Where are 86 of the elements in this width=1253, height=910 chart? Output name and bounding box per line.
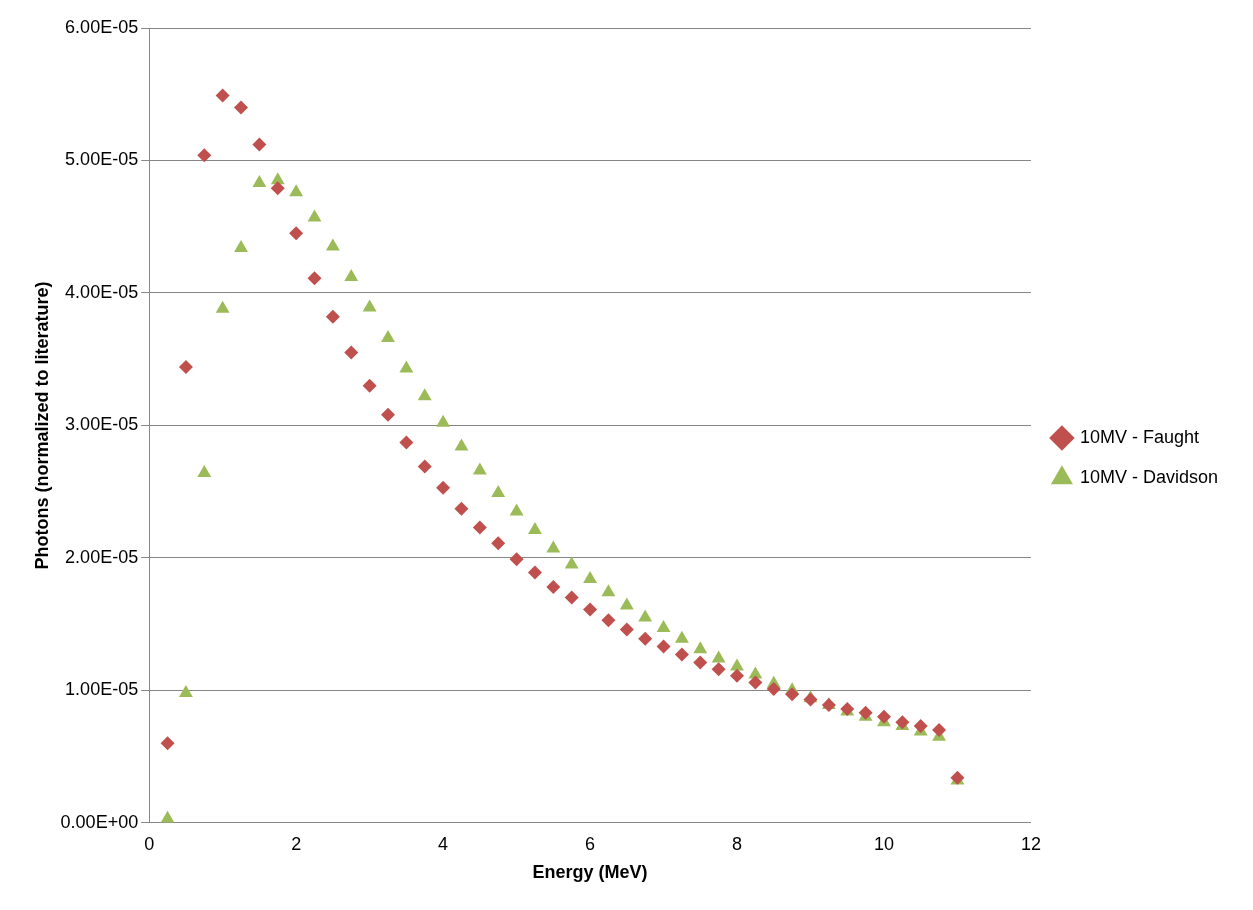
- point: [730, 668, 745, 683]
- point: [509, 503, 524, 516]
- point: [362, 378, 377, 393]
- point: [619, 597, 634, 610]
- point: [362, 299, 377, 312]
- y-tick-label: 5.00E-05: [65, 149, 139, 170]
- x-tick-label: 12: [1020, 833, 1041, 854]
- point: [766, 682, 781, 697]
- point: [693, 641, 708, 654]
- point: [472, 462, 487, 475]
- point: [399, 360, 414, 373]
- point: [472, 520, 487, 535]
- point: [197, 465, 212, 478]
- point: [711, 662, 726, 677]
- point: [932, 723, 947, 738]
- point: [546, 580, 561, 595]
- point: [289, 184, 304, 197]
- point: [491, 484, 506, 497]
- point: [344, 345, 359, 360]
- point: [674, 647, 689, 662]
- point: [693, 655, 708, 670]
- point: [436, 480, 451, 495]
- point: [674, 630, 689, 643]
- point: [583, 602, 598, 617]
- point: [638, 609, 653, 622]
- x-tick-label: 2: [291, 833, 302, 854]
- point: [234, 100, 249, 115]
- point: [564, 556, 579, 569]
- point: [270, 181, 285, 196]
- y-tick-label: 4.00E-05: [65, 281, 139, 302]
- legend-label: 10MV - Davidson: [1079, 466, 1218, 487]
- x-axis-title: Energy (MeV): [532, 862, 648, 883]
- y-tick-label: 6.00E-05: [65, 16, 139, 37]
- y-tick-label: 1.00E-05: [65, 679, 139, 700]
- x-tick-label: 4: [438, 833, 449, 854]
- point: [564, 590, 579, 605]
- point: [546, 540, 561, 553]
- point: [619, 622, 634, 637]
- point: [160, 736, 175, 751]
- y-tick-label: 3.00E-05: [65, 414, 139, 435]
- x-tick-label: 6: [585, 833, 596, 854]
- point: [601, 584, 616, 597]
- y-axis-title: Photons (normalized to literature): [31, 281, 52, 570]
- point: [785, 687, 800, 702]
- point: [234, 239, 248, 252]
- point: [178, 684, 193, 697]
- point: [178, 360, 193, 375]
- x-tick-label: 10: [873, 833, 894, 854]
- point: [215, 300, 230, 313]
- point: [344, 269, 359, 282]
- point: [417, 459, 432, 474]
- point: [325, 309, 340, 324]
- point: [509, 552, 524, 567]
- point: [436, 414, 451, 427]
- point: [876, 709, 891, 724]
- point: [913, 719, 928, 734]
- point: [748, 675, 763, 690]
- point: [656, 620, 671, 633]
- point: [289, 226, 304, 241]
- point: [417, 388, 432, 401]
- point: [197, 148, 212, 163]
- point: [454, 438, 469, 451]
- point: [711, 650, 726, 663]
- x-tick-label: 0: [144, 833, 155, 854]
- point: [601, 613, 616, 628]
- point: [307, 209, 322, 222]
- point: [381, 329, 395, 342]
- y-tick-label: 2.00E-05: [65, 546, 139, 567]
- point: [491, 536, 506, 551]
- point: [252, 174, 267, 187]
- point: [527, 565, 542, 580]
- point: [454, 501, 469, 516]
- point: [528, 522, 542, 535]
- y-tick-label: 0.00E+00: [60, 811, 139, 832]
- point: [307, 271, 322, 286]
- point: [656, 639, 671, 654]
- legend-label: 10MV - Faught: [1079, 426, 1199, 447]
- point: [803, 692, 818, 707]
- x-tick-label: 8: [732, 833, 743, 854]
- point: [399, 435, 414, 450]
- point: [252, 137, 267, 152]
- point: [325, 238, 340, 251]
- point: [380, 407, 395, 422]
- point: [215, 88, 230, 103]
- point: [583, 571, 597, 584]
- point: [638, 631, 653, 646]
